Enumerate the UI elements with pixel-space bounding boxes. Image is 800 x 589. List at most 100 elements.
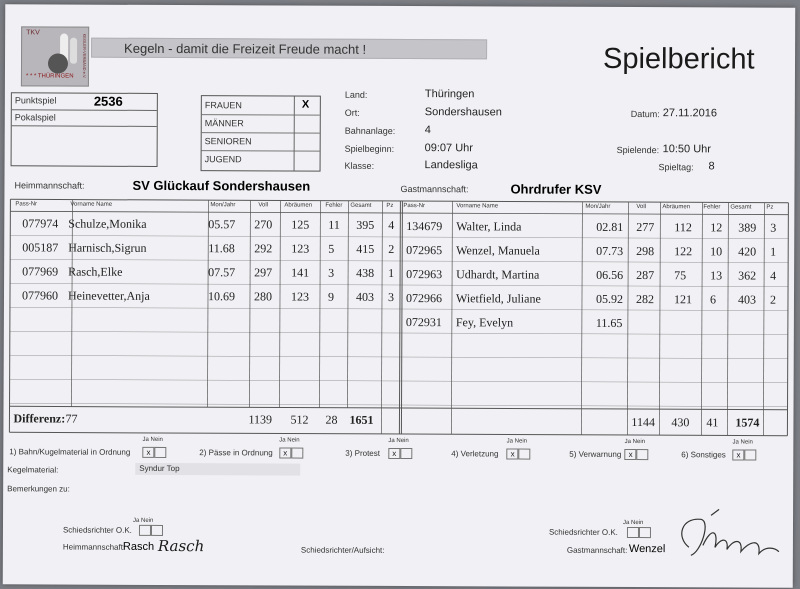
gesamt-cell: 389	[738, 220, 757, 235]
punkte-cell: 4	[770, 268, 777, 283]
voll-cell: 292	[254, 241, 273, 256]
ja-nein-header: Ja Nein	[506, 438, 528, 445]
fehler-cell: 9	[327, 289, 335, 304]
punkte-cell: 4	[388, 217, 395, 232]
check-label: 4) Verletzung	[451, 449, 499, 459]
score-table	[8, 198, 789, 437]
grid-line	[701, 202, 703, 436]
grid-line	[10, 283, 789, 287]
ja-nein-header: Ja Nein	[142, 436, 163, 443]
guest-table-header: Pass-Nr Vorname Name Mon/Jahr Voll Abräu…	[403, 203, 774, 211]
nein-checkbox	[636, 449, 649, 461]
schiri-nein-box	[150, 524, 163, 536]
schiri-label-home: Schiedsrichter O.K.	[62, 525, 132, 535]
grid-line	[9, 307, 788, 311]
player-name-cell: Rasch,Elke	[68, 264, 123, 279]
punkte-cell: 2	[769, 292, 777, 307]
guest-signature	[681, 508, 780, 556]
grid-line	[347, 200, 349, 408]
nein-checkbox	[291, 447, 304, 459]
voll-cell: 280	[253, 289, 273, 304]
player-name-cell: Schulze,Monika	[68, 216, 147, 231]
grid-line	[9, 355, 788, 359]
ja-checkbox: x	[624, 448, 637, 461]
grid-line	[627, 201, 629, 435]
guest-total-fehler: 41	[706, 415, 719, 430]
mon-jahr-cell: 07.73	[596, 243, 624, 258]
mon-jahr-cell: 06.56	[596, 267, 624, 282]
kegelmaterial-value: Syndur Top	[139, 463, 180, 474]
abraeumen-cell: 141	[291, 265, 310, 280]
gesamt-cell: 403	[355, 289, 375, 304]
fehler-cell: 3	[328, 265, 335, 280]
voll-cell: 270	[254, 217, 273, 232]
player-name-cell: Udhardt, Martina	[456, 267, 540, 282]
guest-total-voll: 1144	[631, 415, 656, 430]
guest-total-gesamt: 1574	[735, 415, 760, 430]
grid-line	[451, 201, 453, 435]
grid-line	[319, 200, 321, 408]
player-name-cell: Wenzel, Manuela	[456, 243, 540, 258]
grid-line	[9, 403, 788, 407]
home-total-fehler: 28	[325, 412, 338, 427]
ja-nein-header: Ja Nein	[624, 438, 646, 446]
pass-nr-cell: 005187	[22, 240, 59, 255]
grid-line	[71, 199, 73, 407]
grid-line	[10, 210, 789, 216]
pass-nr-cell: 072965	[406, 243, 443, 258]
home-total-voll: 1139	[248, 412, 273, 427]
guest-signature-label: Gastmannschaft:	[566, 545, 628, 555]
schiri-label-guest: Schiedsrichter O.K.	[548, 527, 618, 537]
pass-nr-cell: 072966	[405, 291, 443, 306]
mon-jahr-cell: 10.69	[207, 289, 236, 304]
schiri-janein: Ja Nein	[133, 517, 154, 524]
grid-line	[8, 199, 11, 433]
difference-value: 77	[65, 411, 78, 426]
voll-cell: 287	[636, 268, 655, 283]
grid-line	[659, 202, 661, 436]
kegelmaterial-field: Syndur Top	[135, 462, 301, 476]
fehler-cell: 10	[710, 244, 723, 259]
abraeumen-cell: 75	[674, 268, 687, 283]
check-label: 5) Verwarnung	[569, 449, 622, 459]
pass-nr-cell: 077974	[22, 216, 59, 231]
score-sheet: TKV * * * THÜRINGEN KEGLER-VERBAND e.V. …	[2, 4, 796, 588]
check-label: 6) Sonstiges	[681, 450, 726, 460]
guest-total-abr: 430	[671, 415, 690, 430]
abraeumen-cell: 112	[674, 220, 692, 235]
home-table-header: Pass-Nr Vorname Name Mon/Jahr Voll Abräu…	[15, 201, 394, 209]
punkte-cell: 1	[770, 244, 777, 259]
grid-line	[9, 379, 788, 383]
grid-line	[786, 202, 789, 436]
grid-line	[381, 200, 383, 434]
schiri-ja-box-2	[626, 526, 639, 539]
table-grid	[8, 198, 789, 437]
abraeumen-cell: 123	[290, 289, 310, 304]
ja-checkbox: x	[506, 448, 519, 460]
home-total-gesamt: 1651	[349, 412, 374, 427]
pass-nr-cell: 077969	[22, 264, 59, 279]
schiri-janein-2: Ja Nein	[622, 519, 644, 527]
gesamt-cell: 362	[738, 268, 757, 283]
ja-nein-header: Ja Nein	[732, 439, 753, 446]
mon-jahr-cell: 05.57	[208, 217, 236, 232]
guest-signature-name: Wenzel	[628, 543, 666, 556]
fehler-cell: 13	[710, 268, 723, 283]
player-name-cell: Heinevetter,Anja	[67, 288, 150, 303]
abraeumen-cell: 125	[291, 217, 310, 232]
nein-checkbox	[400, 448, 413, 460]
nein-checkbox	[518, 448, 531, 460]
schiri-ja-box	[138, 524, 151, 536]
player-name-cell: Walter, Linda	[456, 219, 522, 234]
mon-jahr-cell: 07.57	[208, 265, 236, 280]
voll-cell: 282	[635, 292, 655, 307]
grid-line	[727, 202, 729, 436]
voll-cell: 297	[254, 265, 273, 280]
home-signature-label: Heimmannschaft:	[62, 542, 126, 552]
grid-line	[398, 201, 401, 435]
check-label: 1) Bahn/Kugelmaterial in Ordnung	[9, 447, 131, 457]
gesamt-cell: 420	[738, 244, 757, 259]
home-signature: Rasch	[157, 536, 205, 556]
mon-jahr-cell: 11.65	[595, 315, 623, 330]
nein-checkbox	[154, 446, 167, 458]
